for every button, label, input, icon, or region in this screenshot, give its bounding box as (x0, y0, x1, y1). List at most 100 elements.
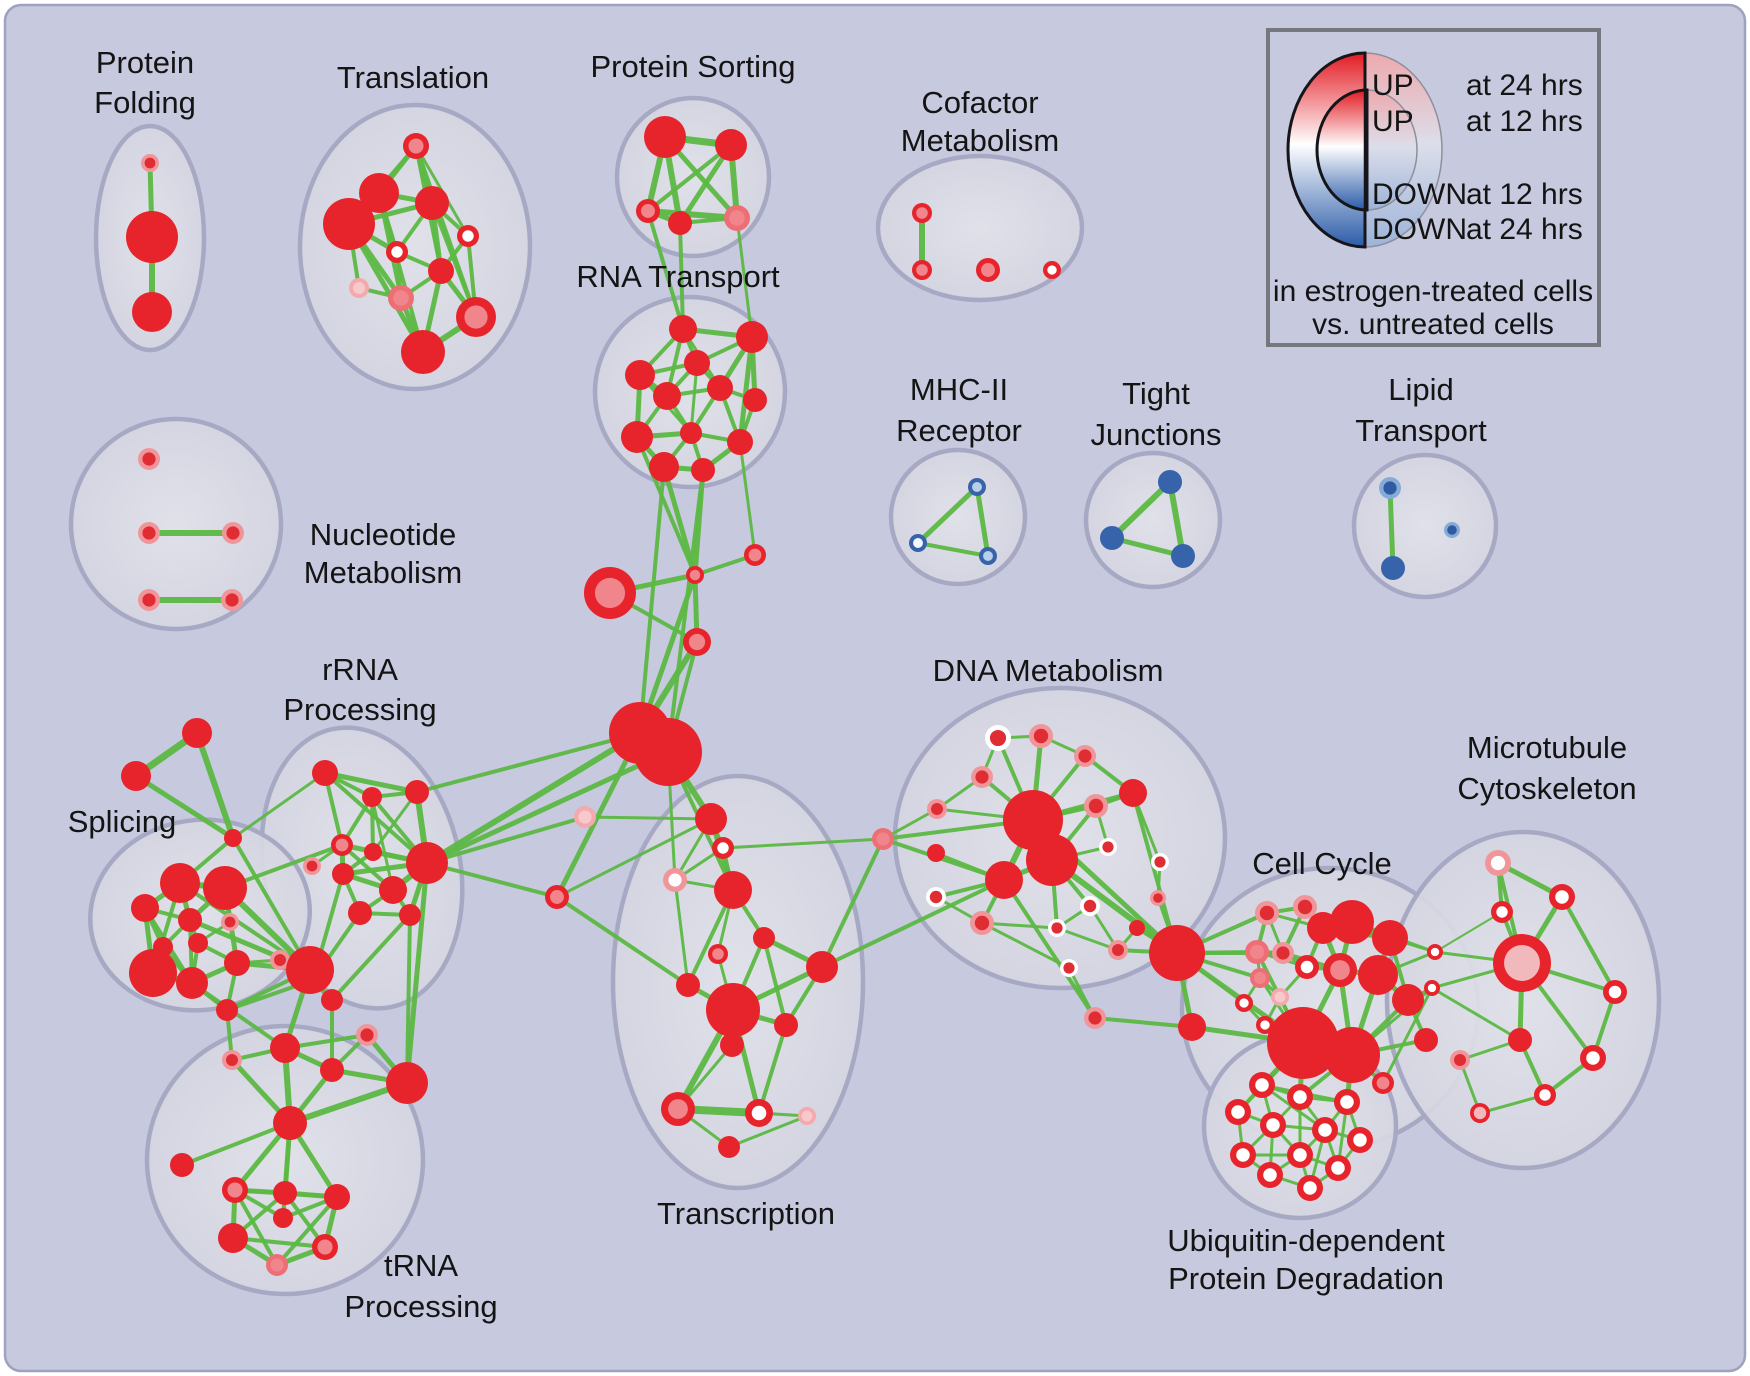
edge-microtubule_cytoskeleton (1434, 911, 1503, 953)
edge-rna_transport (737, 334, 755, 445)
node-transcription-7 (806, 951, 838, 983)
node-dna_metabolism-14 (970, 911, 994, 935)
edge-microtubule_cytoskeleton (1478, 1093, 1547, 1115)
node-splicing-3 (178, 908, 202, 932)
node-rrna_processing-5 (364, 843, 382, 861)
cluster-label-cell_cycle: Cell Cycle (1252, 846, 1392, 881)
node-nucleotide_metabolism-1 (138, 522, 160, 544)
cluster-label-microtubule_cytoskeleton: Microtubule (1467, 730, 1627, 765)
edge-link-protein_sorting-rna_transport (646, 209, 685, 331)
cluster-label-protein_folding: Protein (96, 45, 194, 80)
node-protein_sorting-4 (724, 205, 750, 231)
node-transcription-0 (695, 803, 727, 835)
node-translation-9 (456, 297, 496, 337)
cluster-label-tight_junctions: Junctions (1091, 417, 1222, 452)
node-ubiquitin_degradation-9 (1325, 1155, 1351, 1181)
node-nucleotide_metabolism-4 (221, 589, 243, 611)
node-rna_transport-9 (727, 429, 753, 455)
node-trna_processing-6 (312, 1234, 338, 1260)
cluster-label-tight_junctions: Tight (1122, 376, 1190, 411)
node-splicing-9 (224, 950, 250, 976)
edge-transcription (555, 817, 713, 899)
node-dna_metabolism-1 (1029, 724, 1053, 748)
edge-translation (377, 191, 425, 354)
legend-direction-label: UP (1372, 69, 1414, 102)
legend-footer-line: in estrogen-treated cells (1273, 275, 1593, 308)
edge-link-transcription-rrna_processing (425, 861, 559, 899)
node-transcription-12 (661, 1092, 695, 1126)
cluster-label-cofactor_metabolism: Metabolism (901, 123, 1060, 158)
node-cell_cycle-4 (1295, 955, 1319, 979)
node-microtubule_cytoskeleton-5 (1493, 934, 1551, 992)
cluster-label-microtubule_cytoskeleton: Cytoskeleton (1457, 771, 1636, 806)
edge-mhc_ii_receptor (916, 541, 990, 558)
node-cell_cycle-6 (1271, 988, 1289, 1006)
node-transcription-1 (712, 837, 734, 859)
node-dna_metabolism-11 (1026, 834, 1078, 886)
legend-glyph-inner-left (1315, 88, 1369, 212)
node-dna_metabolism-13 (926, 887, 946, 907)
node-dna_metabolism-3 (971, 766, 993, 788)
edge-dna_metabolism (1093, 1016, 1194, 1029)
node-trna_processing-7 (266, 1254, 288, 1276)
node-connectors-1 (634, 718, 702, 786)
node-transcription-4 (714, 871, 752, 909)
node-dna_metabolism-4 (927, 799, 947, 819)
cluster-label-dna_metabolism: DNA Metabolism (933, 653, 1164, 688)
node-dna_metabolism-20 (1129, 920, 1145, 936)
node-translation-5 (386, 241, 408, 263)
node-cell_cycle-12 (1323, 953, 1357, 987)
edge-mhc_ii_receptor (974, 484, 991, 559)
node-transcription-11 (720, 1033, 744, 1057)
node-lipid_transport-2 (1444, 522, 1460, 538)
node-transcription-14 (798, 1107, 816, 1125)
node-ubiquitin_degradation-3 (1225, 1099, 1251, 1125)
node-rna_transport-1 (736, 321, 768, 353)
node-tight_junctions-0 (1158, 470, 1182, 494)
edge-transcription (673, 878, 690, 987)
cluster-label-lipid_transport: Lipid (1388, 372, 1454, 407)
node-dna_metabolism-2 (1074, 745, 1096, 767)
node-microtubule_cytoskeleton-9 (1450, 1050, 1470, 1070)
node-rna_transport-6 (743, 388, 767, 412)
node-cell_cycle-15 (1267, 1007, 1339, 1079)
node-cell_cycle-5 (1250, 968, 1270, 988)
edge-link-cell_cycle-microtubule_cytoskeleton (1381, 986, 1434, 1085)
edge-link-protein_sorting-rna_transport (678, 221, 685, 331)
node-splicing-1 (203, 866, 247, 910)
edge-link-protein_sorting-rna_transport (735, 216, 754, 339)
node-translation-10 (401, 330, 445, 374)
node-dna_metabolism-8 (1084, 794, 1108, 818)
node-cell_cycle-10 (1330, 900, 1374, 944)
edge-link-splicing-trna_processing (190, 981, 287, 1050)
node-nucleotide_metabolism-0 (138, 448, 160, 470)
cluster-label-transcription: Transcription (657, 1196, 835, 1231)
edge-rrna_processing (322, 770, 420, 795)
node-cofactor_metabolism-2 (976, 258, 1000, 282)
edge-connectors (133, 773, 236, 841)
node-rrna_processing-7 (406, 842, 448, 884)
node-trna_processing-0 (273, 1106, 307, 1140)
node-mhc_ii_receptor-1 (909, 534, 927, 552)
node-cell_cycle-11 (1372, 920, 1408, 956)
node-rna_transport-10 (649, 452, 679, 482)
node-dna_metabolism-5 (872, 828, 894, 850)
node-protein_sorting-1 (715, 129, 747, 161)
node-rrna_processing-6 (332, 863, 354, 885)
node-rna_transport-11 (691, 458, 715, 482)
node-dna_metabolism-19 (1150, 890, 1166, 906)
node-transcription-15 (718, 1136, 740, 1158)
edge-link-connectors-rrna_processing (424, 749, 671, 866)
node-protein_folding-0 (141, 154, 159, 172)
edge-link-rna_transport-connectors (661, 464, 698, 578)
node-trna_processing-13 (356, 1024, 378, 1046)
node-lipid_transport-1 (1381, 556, 1405, 580)
node-rna_transport-7 (621, 421, 653, 453)
node-connectors-6 (182, 718, 212, 748)
node-transcription-6 (708, 944, 728, 964)
node-protein_folding-1 (126, 211, 178, 263)
edge-transcription (583, 815, 713, 821)
edge-microtubule_cytoskeleton (1560, 895, 1617, 994)
node-trna_processing-8 (273, 1208, 293, 1228)
